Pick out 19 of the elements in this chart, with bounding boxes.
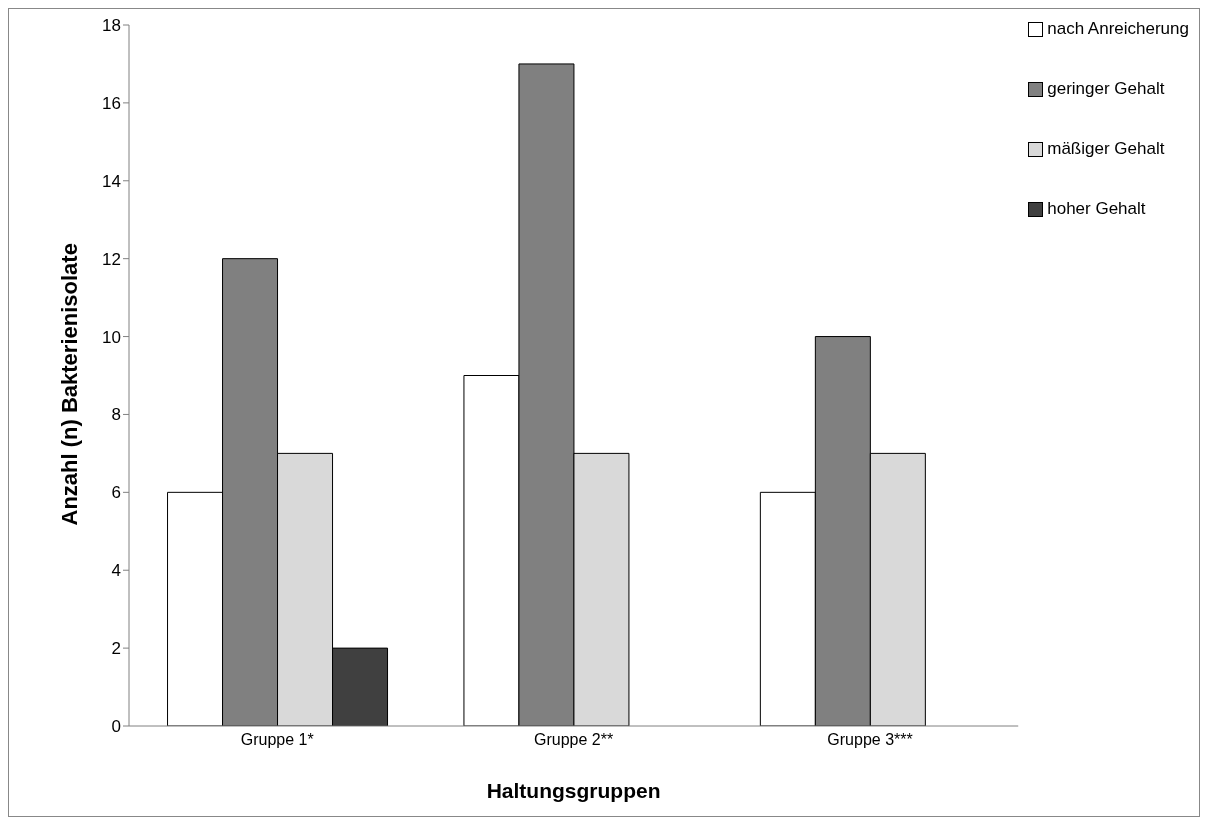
legend-label: nach Anreicherung <box>1047 19 1189 39</box>
y-tick-label: 8 <box>111 405 121 425</box>
y-tick-label: 14 <box>102 171 121 191</box>
y-tick-label: 16 <box>102 93 121 113</box>
x-tick-label: Gruppe 2** <box>534 731 614 749</box>
y-tick-label: 4 <box>111 561 121 581</box>
legend-label: hoher Gehalt <box>1047 199 1146 219</box>
legend-label: mäßiger Gehalt <box>1047 139 1165 159</box>
y-tick-label: 18 <box>102 16 121 36</box>
y-tick-label: 10 <box>102 327 121 347</box>
y-axis-title: Anzahl (n) Bakterienisolate <box>56 243 82 526</box>
y-tick-label: 12 <box>102 249 121 269</box>
legend-label: geringer Gehalt <box>1047 79 1165 99</box>
y-tick-label: 2 <box>111 639 121 659</box>
x-tick-label: Gruppe 1* <box>240 731 314 749</box>
y-tick-label: 0 <box>111 717 121 737</box>
x-tick-label: Gruppe 3*** <box>827 731 913 749</box>
y-tick-label: 6 <box>111 483 121 503</box>
x-axis-title: Haltungsgruppen <box>486 779 661 802</box>
